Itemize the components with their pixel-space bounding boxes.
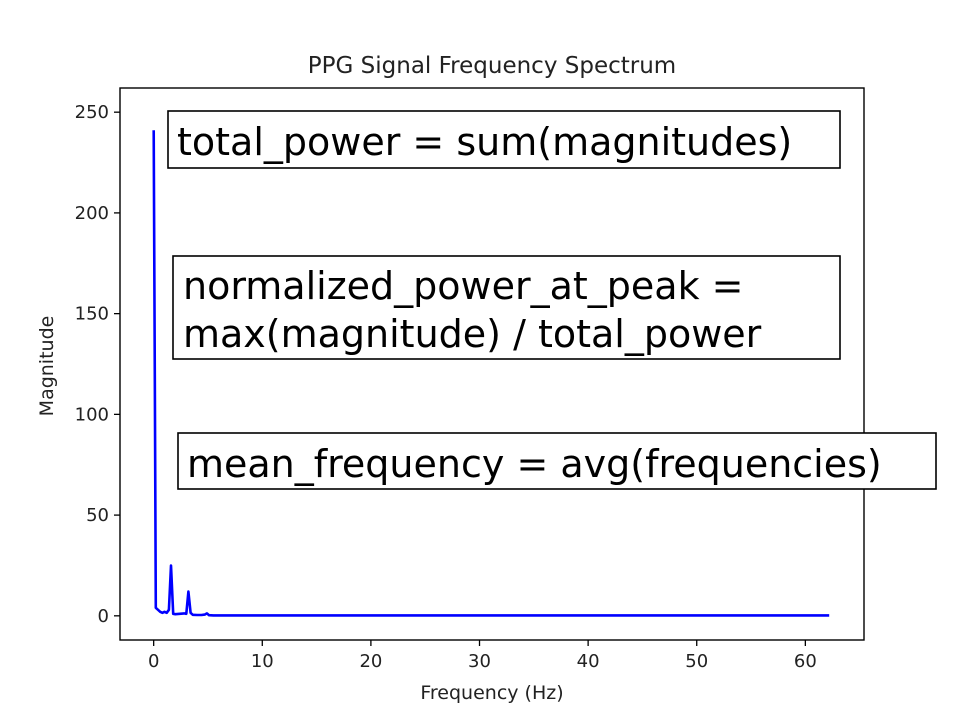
- x-tick-label: 40: [577, 651, 600, 672]
- x-axis-ticks: 0 10 20 30 40 50 60: [148, 640, 817, 672]
- y-tick-label: 100: [75, 404, 109, 425]
- x-tick-label: 0: [148, 651, 159, 672]
- plot-frame: [119, 87, 865, 641]
- x-tick-label: 50: [685, 651, 708, 672]
- y-tick-label: 200: [75, 203, 109, 224]
- y-tick-label: 0: [98, 606, 109, 627]
- x-tick-label: 60: [794, 651, 817, 672]
- x-tick-label: 10: [251, 651, 274, 672]
- annotation-text: total_power = sum(magnitudes): [177, 120, 792, 164]
- annotation-box: [177, 432, 937, 490]
- annotation-text-line-2: max(magnitude) / total_power: [183, 312, 762, 356]
- annotation-normalized-power: normalized_power_at_peak = max(magnitude…: [172, 255, 841, 360]
- y-tick-label: 150: [75, 304, 109, 325]
- y-axis-label: Magnitude: [36, 316, 58, 417]
- x-tick-label: 20: [359, 651, 382, 672]
- x-axis-label: Frequency (Hz): [420, 682, 563, 704]
- chart-title: PPG Signal Frequency Spectrum: [308, 53, 676, 79]
- y-axis-ticks: 0 50 100 150 200 250: [75, 102, 120, 627]
- annotation-total-power: total_power = sum(magnitudes): [167, 110, 841, 169]
- annotation-mean-frequency: mean_frequency = avg(frequencies): [177, 432, 937, 490]
- x-tick-label: 30: [468, 651, 491, 672]
- annotation-box: [172, 255, 841, 360]
- annotation-text-line-1: normalized_power_at_peak =: [183, 264, 744, 308]
- series-line: [152, 130, 830, 617]
- y-tick-label: 250: [75, 102, 109, 123]
- y-tick-label: 50: [86, 505, 109, 526]
- annotation-text: mean_frequency = avg(frequencies): [187, 442, 882, 486]
- annotation-box: [167, 110, 841, 169]
- series-layer: [152, 130, 830, 617]
